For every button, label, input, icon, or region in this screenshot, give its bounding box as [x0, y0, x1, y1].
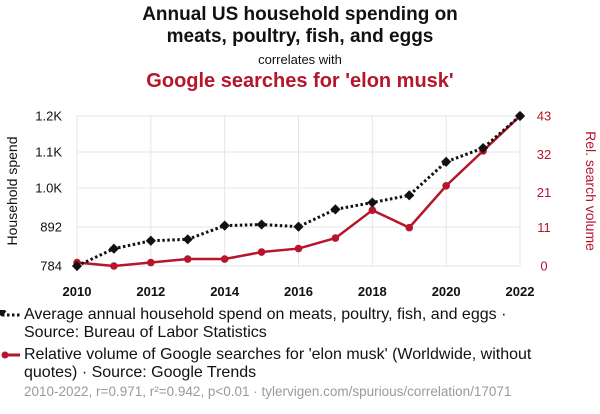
- x-tick-label: 2022: [506, 284, 535, 299]
- left-tick-label: 892: [40, 220, 62, 235]
- right-axis-label: Rel. search volume: [583, 131, 599, 251]
- right-tick-label: 11: [537, 220, 551, 235]
- chart-title-line2: meats, poultry, fish, and eggs: [166, 26, 434, 47]
- diamond-marker-icon: [0, 310, 7, 317]
- data-point-search-volume: [183, 255, 192, 263]
- data-point-search-volume: [442, 181, 450, 190]
- legend-text-series1: Average annual household spend on meats,…: [24, 306, 507, 341]
- data-point-search-volume: [220, 255, 229, 263]
- data-point-search-volume: [368, 206, 377, 214]
- right-tick-label: 32: [537, 147, 551, 162]
- chart-subtitle: Google searches for 'elon musk': [146, 70, 454, 92]
- data-point-household-spend: [330, 204, 341, 215]
- x-tick-label: 2012: [136, 284, 165, 299]
- data-point-household-spend: [219, 220, 230, 231]
- correlates-text: correlates with: [258, 52, 342, 67]
- x-tick-label: 2020: [432, 284, 461, 299]
- left-tick-label: 1.0K: [35, 181, 62, 196]
- data-point-search-volume: [147, 258, 155, 267]
- data-point-search-volume: [110, 262, 118, 270]
- legend-swatch-series1: [0, 310, 20, 317]
- data-point-search-volume: [294, 244, 303, 253]
- right-tick-label: 21: [537, 185, 551, 200]
- legend-text-series2: Relative volume of Google searches for '…: [24, 346, 532, 381]
- data-point-household-spend: [367, 197, 378, 208]
- left-tick-label: 784: [40, 259, 62, 274]
- right-tick-label: 0: [540, 259, 547, 274]
- data-point-household-spend: [293, 221, 304, 232]
- data-point-search-volume: [331, 234, 340, 242]
- x-tick-label: 2014: [210, 284, 240, 299]
- data-point-household-spend: [256, 219, 267, 230]
- data-point-household-spend: [108, 243, 120, 254]
- data-point-search-volume: [405, 223, 414, 232]
- left-tick-label: 1.1K: [35, 145, 62, 160]
- data-point-household-spend: [145, 235, 156, 246]
- x-tick-label: 2018: [358, 284, 387, 299]
- data-point-search-volume: [257, 248, 266, 256]
- data-point-household-spend: [441, 156, 452, 167]
- footer-stats: 2010-2022, r=0.971, r²=0.942, p<0.01 · t…: [24, 384, 512, 399]
- circle-marker-icon: [1, 351, 9, 359]
- title-block: Annual US household spending on meats, p…: [0, 4, 600, 93]
- x-tick-label: 2016: [284, 284, 313, 299]
- data-point-household-spend: [477, 143, 489, 154]
- x-tick-label: 2010: [63, 284, 92, 299]
- chart-area: 784 892 1.0K 1.1K 1.2K 0 11 21 32 43 2010 2012 2014 2…: [4, 109, 599, 300]
- data-point-household-spend: [182, 234, 193, 245]
- left-axis-label: Household spend: [4, 137, 20, 246]
- legend-swatch-series2: [1, 351, 20, 359]
- left-tick-label: 1.2K: [35, 109, 62, 124]
- data-point-household-spend: [404, 190, 415, 201]
- chart-title-line1: Annual US household spending on: [142, 4, 458, 25]
- right-tick-label: 43: [537, 109, 551, 124]
